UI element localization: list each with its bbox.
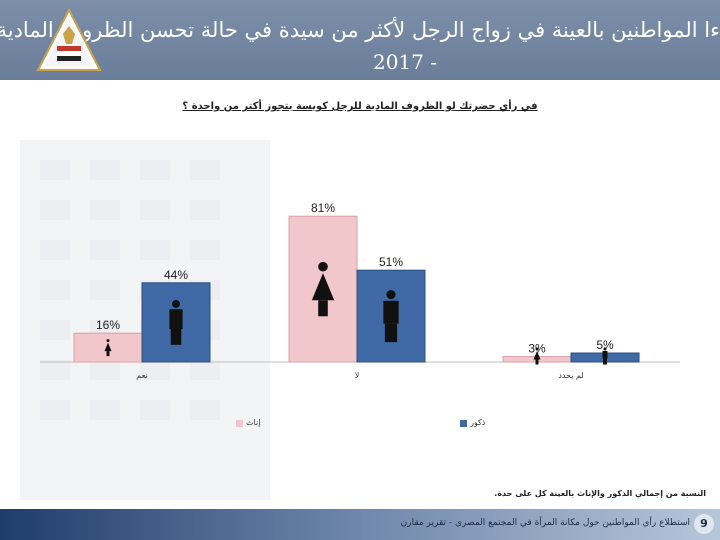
page-number: 9: [694, 514, 714, 534]
category-label-2: لم يحدد: [558, 371, 583, 380]
data-label-female-0: 16%: [96, 318, 120, 332]
data-label-male-0: 44%: [164, 268, 188, 282]
legend-label-female: إناث: [246, 418, 261, 427]
page-subtitle: 2017 -: [372, 50, 437, 74]
egypt-emblem-icon: [36, 8, 102, 71]
male-figure-icon-2: [602, 347, 608, 365]
footer-text: استطلاع رأي المواطنين حول مكانة المرأة ف…: [400, 518, 690, 528]
female-figure-icon-2: [533, 347, 541, 365]
legend-label-male: ذكور: [470, 418, 486, 427]
data-label-female-1: 81%: [311, 201, 335, 215]
category-label-0: نعم: [136, 371, 147, 380]
data-label-male-2: 5%: [596, 338, 614, 352]
female-figure-icon-1: [311, 261, 335, 317]
legend-swatch-male: [460, 420, 467, 427]
male-figure-icon-0: [169, 299, 183, 345]
header-band: ءا المواطنين بالعينة في زواج الرجل لأكثر…: [0, 0, 720, 80]
male-figure-icon-1: [383, 290, 399, 343]
footnote: النسبة من إجمالي الذكور والإناث بالعينة …: [494, 489, 706, 498]
category-label-1: لا: [355, 371, 360, 380]
female-figure-icon-0: [104, 339, 112, 357]
page-title: ءا المواطنين بالعينة في زواج الرجل لأكثر…: [0, 18, 720, 42]
bar-female-0: [73, 332, 143, 363]
data-label-male-1: 51%: [379, 255, 403, 269]
legend-swatch-female: [236, 420, 243, 427]
survey-question: في رأي حضرتك لو الظروف المادية للرجل كوي…: [182, 101, 538, 112]
footer-band: [0, 509, 720, 540]
